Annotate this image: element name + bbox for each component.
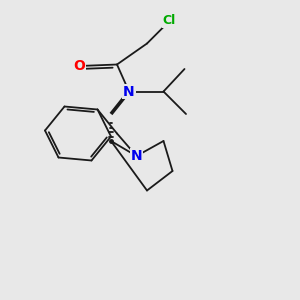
Text: O: O [74,59,86,73]
Text: Cl: Cl [163,14,176,28]
Text: N: N [131,149,142,163]
Text: N: N [123,85,135,98]
